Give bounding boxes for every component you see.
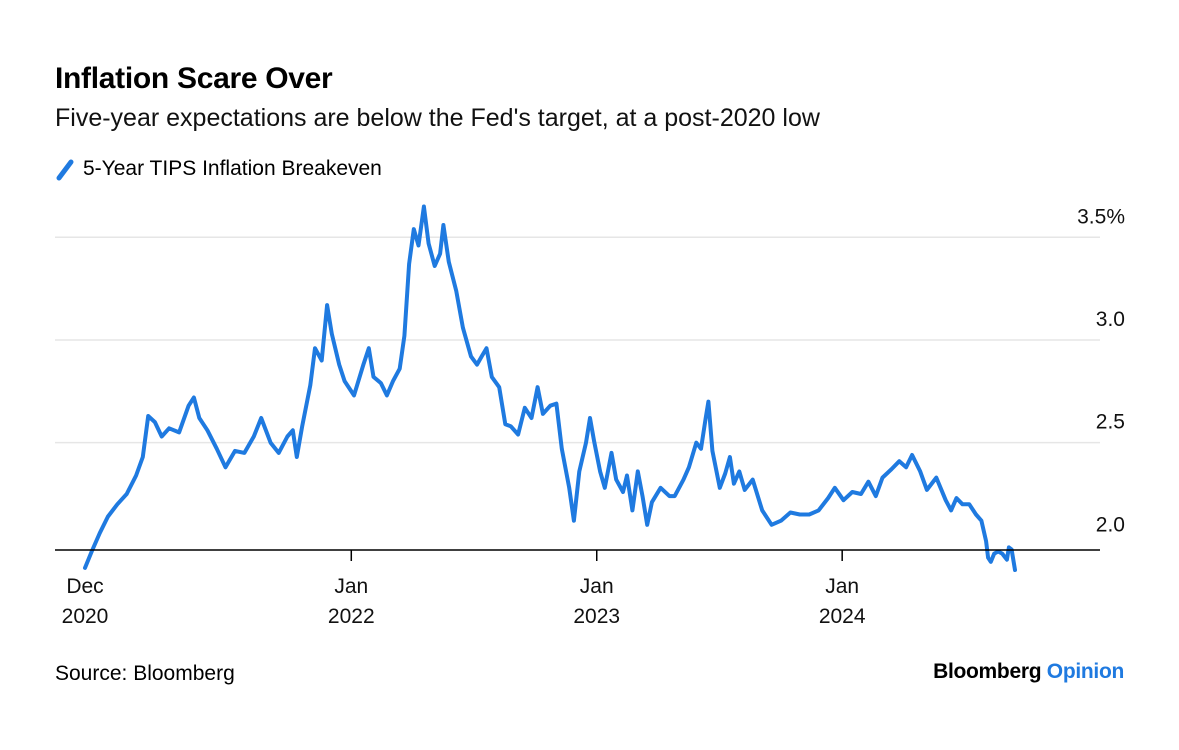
series-line-0 bbox=[83, 204, 1017, 572]
y-tick-label-2: 3.0 bbox=[1096, 308, 1125, 331]
x-tick-label-3-1: 2024 bbox=[819, 605, 866, 628]
chart-subtitle: Five-year expectations are below the Fed… bbox=[55, 104, 820, 132]
x-tick-label-1-1: 2022 bbox=[328, 605, 375, 628]
y-tick-label-1: 2.5 bbox=[1096, 411, 1125, 434]
x-tick-label-0-0: Dec bbox=[66, 575, 103, 598]
legend-swatch-icon bbox=[56, 159, 74, 181]
x-tick-label-1-0: Jan bbox=[334, 575, 368, 598]
y-tick-label-3: 3.5% bbox=[1077, 205, 1125, 228]
axis-layer bbox=[55, 549, 1100, 561]
series-layer bbox=[83, 204, 1017, 572]
x-tick-label-0-1: 2020 bbox=[62, 605, 109, 628]
grid-layer bbox=[55, 236, 1100, 444]
x-tick-label-2-1: 2023 bbox=[573, 605, 620, 628]
y-tick-label-0: 2.0 bbox=[1096, 513, 1125, 536]
legend: 5-Year TIPS Inflation Breakeven bbox=[55, 157, 382, 181]
legend-label: 5-Year TIPS Inflation Breakeven bbox=[83, 157, 382, 180]
x-tick-label-3-0: Jan bbox=[825, 575, 859, 598]
brand-main: Bloomberg bbox=[933, 660, 1042, 683]
y-tick-labels: 2.0 2.5 3.0 3.5% bbox=[1077, 205, 1125, 536]
brand-accent: Opinion bbox=[1046, 660, 1125, 683]
brand-logo: Bloomberg Opinion bbox=[933, 660, 1124, 684]
source-note: Source: Bloomberg bbox=[55, 662, 235, 685]
chart-title: Inflation Scare Over bbox=[55, 62, 333, 95]
x-tick-label-2-0: Jan bbox=[580, 575, 614, 598]
x-tick-labels: Dec 2020 Jan 2022 Jan 2023 Jan 2024 bbox=[62, 575, 866, 628]
